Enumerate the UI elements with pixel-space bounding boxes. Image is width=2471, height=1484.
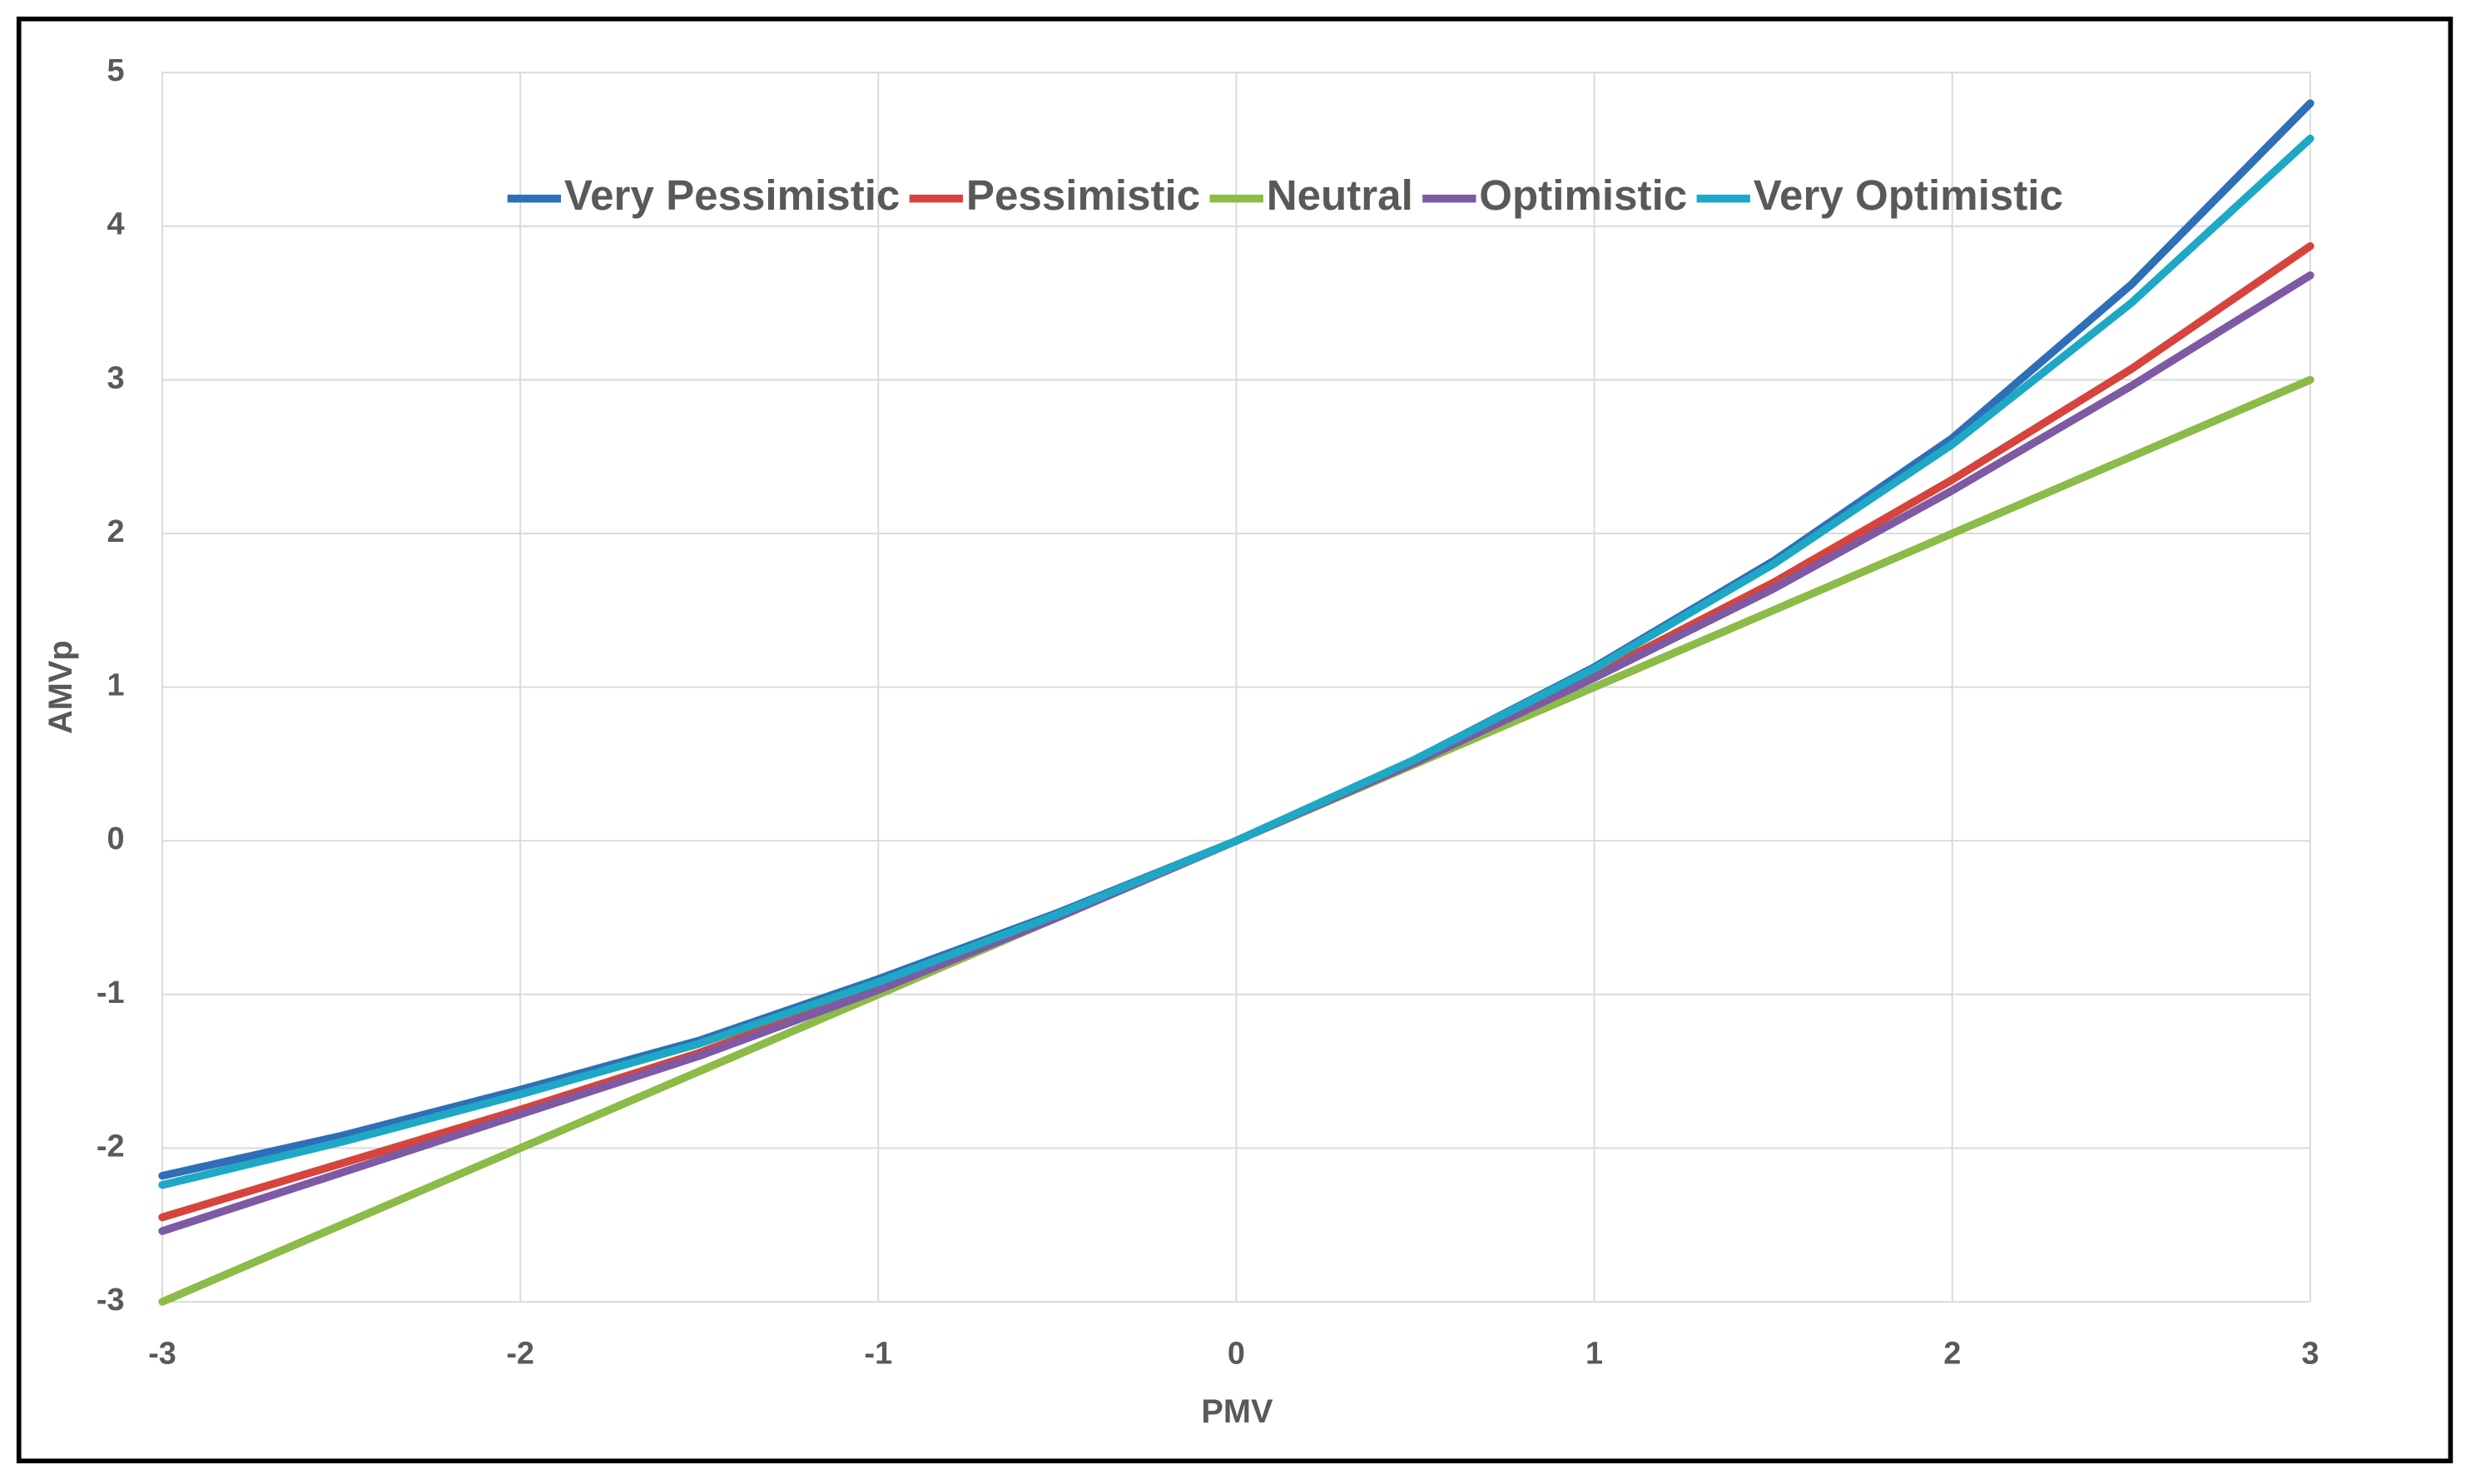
legend-label: Very Pessimistic bbox=[564, 171, 900, 219]
legend-label: Neutral bbox=[1267, 171, 1413, 219]
legend-label: Pessimistic bbox=[966, 171, 1200, 219]
y-tick-label: 5 bbox=[107, 53, 125, 88]
y-tick-label: 3 bbox=[107, 360, 125, 395]
legend-label: Optimistic bbox=[1479, 171, 1687, 219]
legend-label: Very Optimistic bbox=[1754, 171, 2063, 219]
y-tick-label: 1 bbox=[107, 668, 125, 703]
x-tick-label: 2 bbox=[1943, 1336, 1961, 1371]
x-axis-label: PMV bbox=[1201, 1393, 1273, 1430]
y-tick-label: 0 bbox=[107, 821, 125, 856]
y-tick-label: -2 bbox=[97, 1129, 125, 1164]
x-tick-label: 3 bbox=[2301, 1336, 2319, 1371]
x-tick-label: -1 bbox=[864, 1336, 892, 1371]
y-tick-label: -3 bbox=[97, 1283, 125, 1318]
x-tick-label: -3 bbox=[148, 1336, 176, 1371]
x-tick-label: 0 bbox=[1228, 1336, 1245, 1371]
y-axis-label: AMVp bbox=[42, 640, 79, 734]
x-tick-label: -2 bbox=[506, 1336, 534, 1371]
y-tick-label: 4 bbox=[107, 207, 125, 242]
chart-border bbox=[16, 16, 2454, 1464]
y-tick-label: -1 bbox=[97, 975, 125, 1010]
x-tick-label: 1 bbox=[1585, 1336, 1603, 1371]
series-line bbox=[158, 134, 2315, 1189]
y-tick-label: 2 bbox=[107, 514, 125, 549]
